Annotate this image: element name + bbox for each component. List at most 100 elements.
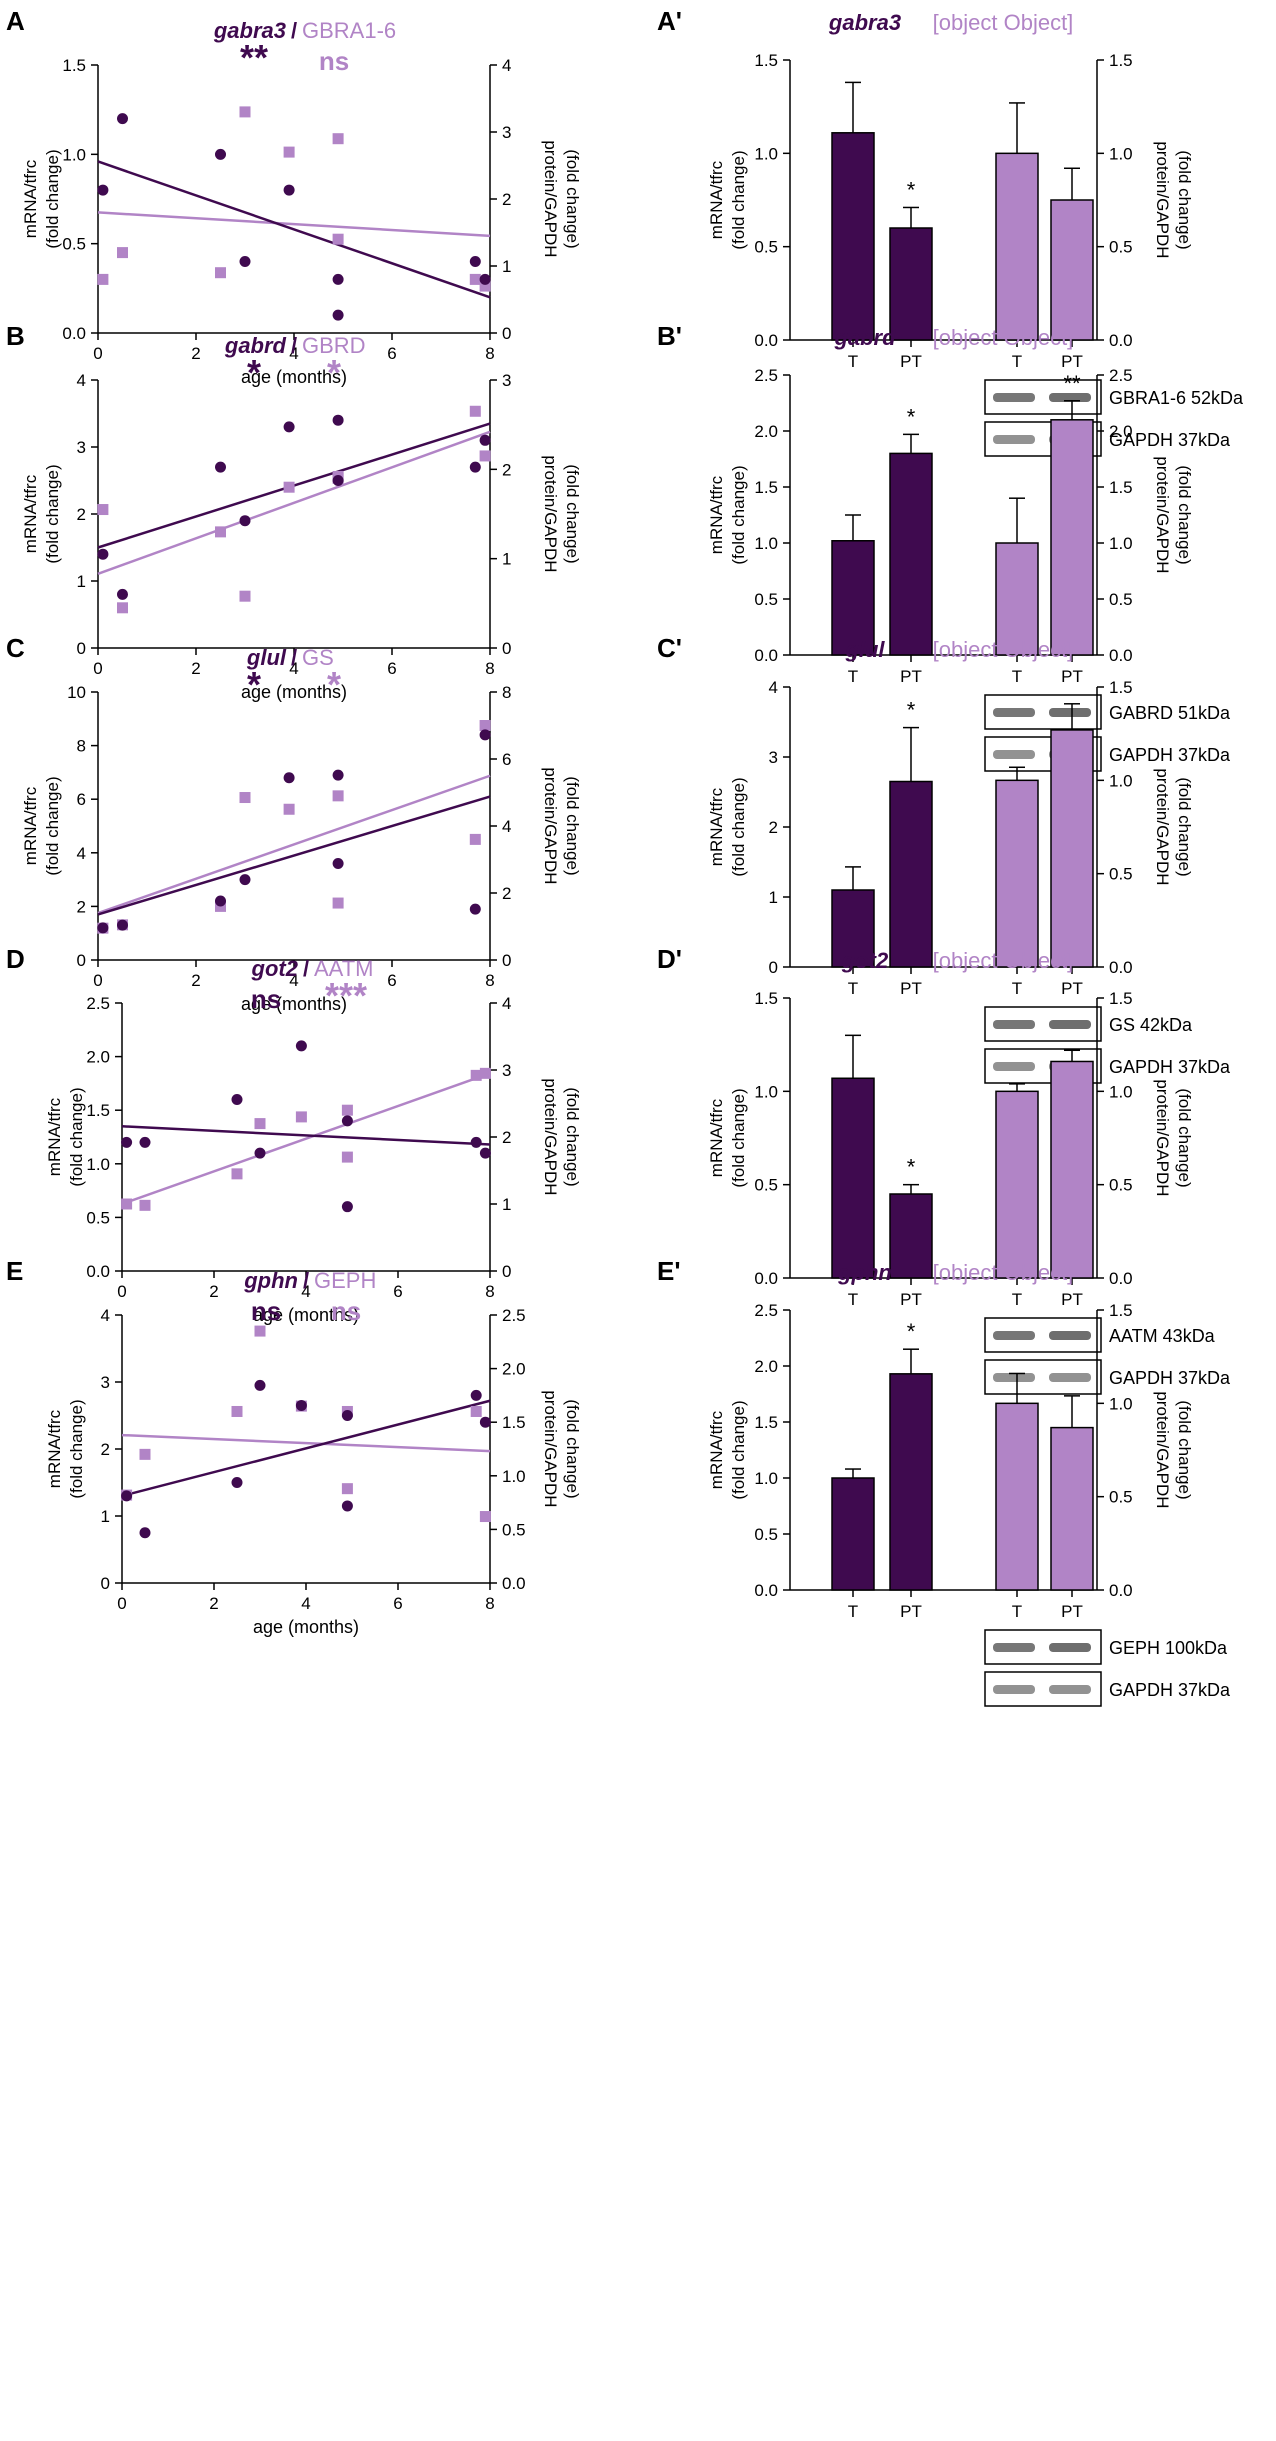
y-axis-label-right: (fold change) [1175,465,1194,564]
protein-point [470,1405,482,1417]
x-tick-label: PT [1061,1290,1083,1309]
y-axis-label-right: protein/GAPDH [541,140,560,257]
protein-point [283,803,295,815]
y-axis-label-right: (fold change) [563,776,582,875]
x-tick-label: 6 [393,1282,402,1301]
mrna-point [254,1379,266,1391]
y-tick-label-left: 4 [77,371,86,390]
blot-band [993,1643,1035,1652]
y-tick-label-left: 0 [77,639,86,658]
y-tick-label-right: 8 [502,683,511,702]
blot-band [1049,1373,1091,1382]
y-axis-label-left: mRNA/tfrc [45,1409,64,1488]
y-tick-label-right: 2.5 [1109,366,1133,385]
y-tick-label-right: 1.0 [1109,1394,1133,1413]
y-axis-label-left: (fold change) [729,150,748,249]
protein-point [341,1151,353,1163]
y-tick-label-left: 4 [77,844,86,863]
y-tick-label-left: 1 [101,1507,110,1526]
y-axis-label-right: protein/GAPDH [541,455,560,572]
y-tick-label-right: 1.0 [1109,771,1133,790]
x-tick-label: 8 [485,1282,494,1301]
y-tick-label-right: 0.5 [1109,865,1133,884]
y-axis-label-left: mRNA/tfrc [21,474,40,553]
x-tick-label: PT [1061,352,1083,371]
x-tick-label: T [1012,1290,1022,1309]
mrna-point [97,548,109,560]
y-tick-label-left: 4 [101,1306,110,1325]
blot-band [993,750,1035,759]
y-axis-label-right: protein/GAPDH [1153,141,1172,258]
blot-label: GS 42kDa [1109,1015,1193,1035]
mrna-bar [889,452,933,656]
x-tick-label: 6 [387,344,396,363]
significance-star: * [907,404,916,429]
y-axis-label-left: mRNA/tfrc [21,159,40,238]
y-tick-label-left: 3 [101,1373,110,1392]
gene-title: gphn [837,1260,892,1285]
protein-point [254,1325,266,1337]
y-axis-label-left: (fold change) [729,777,748,876]
x-tick-label: 2 [209,1594,218,1613]
significance-gene: ns [251,984,281,1014]
protein-point [332,897,344,909]
blot-label: GABRD 51kDa [1109,703,1231,723]
mrna-bar [889,1193,933,1279]
x-tick-label: PT [900,1602,922,1621]
panel-letter: A' [657,6,682,36]
mrna-point [479,1416,491,1428]
y-tick-label-left: 1.5 [754,478,778,497]
significance-star: * [907,177,916,202]
y-tick-label-right: 2.5 [502,1306,526,1325]
y-tick-label-left: 1.5 [62,56,86,75]
protein-fit-line [121,1072,491,1206]
y-tick-label-right: 1.0 [1109,534,1133,553]
mrna-fit-line [97,160,491,299]
mrna-fit-line [121,1399,491,1498]
mrna-point [470,1136,482,1148]
y-tick-label-left: 2 [77,897,86,916]
gene-title: got2 [251,956,299,981]
gene-title: gphn [243,1268,298,1293]
y-tick-label-right: 1 [502,550,511,569]
mrna-point [117,588,128,600]
blot-band [1049,1331,1091,1340]
blot-label: GAPDH 37kDa [1109,1057,1231,1077]
gene-title: got2 [841,948,889,973]
x-tick-label: 0 [93,659,102,678]
protein-point [254,1118,266,1130]
significance-gene: ** [240,37,268,78]
y-tick-label-right: 6 [502,750,511,769]
mrna-point [341,1201,353,1213]
protein-title: GBRD [302,333,366,358]
protein-bar [1050,1060,1094,1279]
mrna-point [479,434,491,446]
x-tick-label: PT [1061,1602,1083,1621]
y-tick-label-right: 2 [502,190,511,209]
blot-band [993,1331,1035,1340]
x-tick-label: PT [900,979,922,998]
y-axis-label-left: (fold change) [67,1399,86,1498]
mrna-point [215,461,226,473]
y-tick-label-right: 0.5 [502,1520,526,1539]
x-tick-label: PT [900,667,922,686]
x-tick-label: PT [1061,979,1083,998]
y-axis-label-right: protein/GAPDH [541,767,560,884]
panel-letter: D' [657,944,682,974]
y-tick-label-right: 1.5 [1109,1301,1133,1320]
mrna-point [332,769,344,781]
mrna-point [470,1389,482,1401]
y-axis-label-right: (fold change) [1175,777,1194,876]
mrna-point [117,919,128,931]
panel-letter: A [6,6,25,36]
y-tick-label-left: 1.0 [754,1082,778,1101]
y-tick-label-right: 2.0 [502,1360,526,1379]
title-slash: / [291,18,297,43]
mrna-point [239,874,251,886]
x-tick-label: 2 [191,971,200,990]
x-tick-label: 4 [289,344,298,363]
significance-protein: * [327,352,341,393]
y-tick-label-left: 0.0 [754,331,778,350]
protein-point [139,1199,151,1211]
y-tick-label-right: 2.0 [1109,422,1133,441]
